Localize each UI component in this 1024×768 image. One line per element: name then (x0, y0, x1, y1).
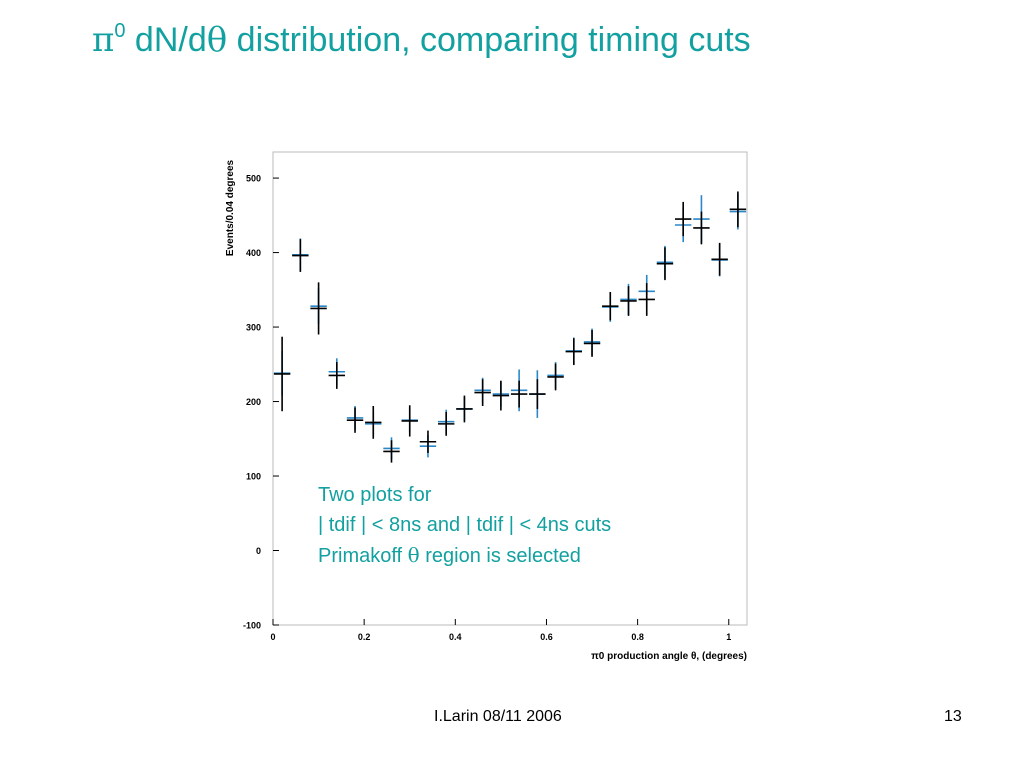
y-tick-label: 500 (246, 174, 261, 184)
y-tick-label: 200 (246, 397, 261, 407)
title-superscript: 0 (114, 20, 126, 42)
y-axis-label: Events/0.04 degrees (225, 159, 236, 256)
data-point (328, 362, 346, 389)
x-tick-label: 0.2 (358, 632, 371, 642)
data-point (437, 411, 455, 436)
data-point (365, 406, 382, 439)
data-point (510, 380, 528, 408)
data-point (492, 380, 510, 411)
data-point (292, 239, 309, 272)
data-point (602, 292, 619, 321)
annotation-theta: θ (407, 543, 420, 567)
data-point (529, 379, 546, 409)
annotation-line-1: Two plots for (318, 484, 432, 506)
data-point (383, 440, 400, 463)
data-point (674, 201, 692, 237)
data-point (346, 407, 364, 433)
data-point (474, 379, 491, 407)
annotation-line-3-a: Primakoff (318, 545, 408, 567)
x-tick-label: 0.6 (540, 632, 553, 642)
x-axis-label-text: π0 production angle θ, (degrees) (591, 651, 747, 662)
data-point (656, 247, 674, 281)
title-theta: θ (206, 20, 228, 60)
data-point (547, 363, 564, 391)
footer-page-number: 13 (944, 708, 962, 725)
data-point (456, 395, 473, 423)
data-point (273, 336, 291, 412)
data-point (401, 405, 418, 437)
annotation-text: Two plots for | tdif | < 8ns and | tdif … (318, 480, 611, 571)
x-tick-label: 0.8 (631, 632, 644, 642)
data-point (711, 242, 728, 276)
slide-title: π0 dN/dθ distribution, comparing timing … (92, 20, 751, 60)
plot-frame (272, 151, 748, 626)
x-tick-label: 1 (726, 632, 731, 642)
x-tick-label: 0 (270, 632, 275, 642)
x-axis: 0 0.2 0.4 0.6 0.8 1 (270, 619, 731, 642)
x-axis-label: π0 production angle θ, (degrees) (591, 651, 747, 662)
data-point (583, 330, 601, 357)
series-2 (273, 191, 747, 463)
data-point (729, 191, 747, 228)
y-tick-label: 300 (246, 323, 261, 333)
y-tick-label: 100 (246, 472, 261, 482)
annotation-line-3-b: region is selected (419, 545, 581, 567)
title-part1: dN/d (125, 21, 207, 59)
series-1 (273, 193, 747, 460)
data-point (310, 282, 327, 335)
data-point (693, 211, 710, 245)
x-tick-label: 0.4 (449, 632, 462, 642)
data-point (419, 430, 437, 453)
y-tick-label: 0 (256, 546, 261, 556)
y-tick-label: -100 (243, 621, 261, 631)
y-tick-label: 400 (246, 248, 261, 258)
footer-author-date: I.Larin 08/11 2006 (434, 708, 562, 725)
title-part2: distribution, comparing timing cuts (227, 21, 751, 59)
data-point (565, 338, 583, 366)
series-group (273, 191, 747, 463)
data-point (620, 286, 637, 316)
y-axis: -100 0 100 200 300 400 500 (243, 174, 279, 631)
title-pi: π (92, 20, 115, 60)
annotation-line-2: | tdif | < 8ns and | tdif | < 4ns cuts (318, 514, 612, 536)
data-point (638, 283, 655, 316)
annotation-line-3: Primakoff θ region is selected (318, 540, 611, 571)
